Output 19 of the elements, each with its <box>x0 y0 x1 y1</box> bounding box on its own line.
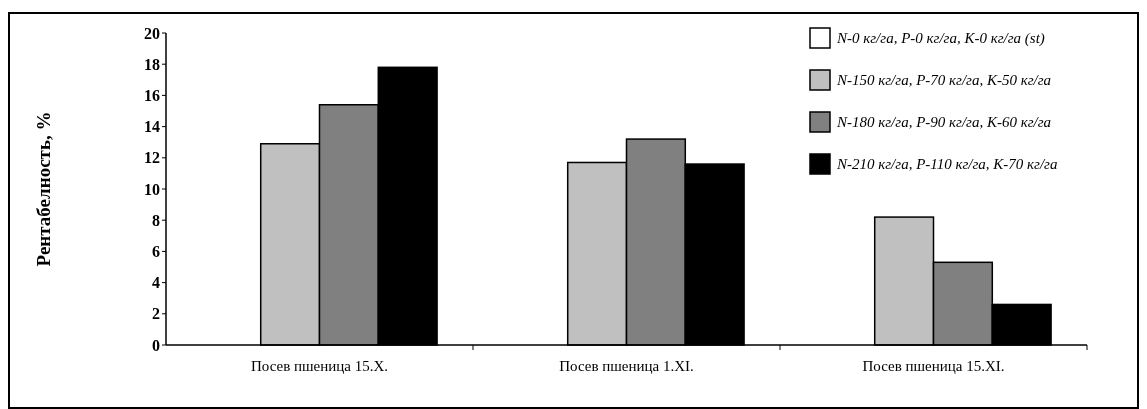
y-tick-label: 18 <box>144 55 160 73</box>
legend-label: N-180 кг/га, P-90 кг/га, K-60 кг/га <box>836 114 1052 130</box>
y-tick-label: 2 <box>152 305 160 323</box>
x-tick-label: Посев пшеница 15.XI. <box>862 358 1005 374</box>
y-tick-label: 10 <box>144 180 160 198</box>
y-tick-label: 16 <box>144 87 160 104</box>
y-axis-title: Рентабелность, % <box>33 111 54 267</box>
y-tick-label: 4 <box>152 274 160 292</box>
x-tick-label: Посев пшеница 1.XI. <box>559 358 694 374</box>
legend-label: N-150 кг/га, P-70 кг/га, K-50 кг/га <box>836 72 1052 88</box>
y-tick-label: 20 <box>144 24 160 42</box>
legend-label: N-210 кг/га, P-110 кг/га, K-70 кг/га <box>836 156 1058 172</box>
y-tick-label: 12 <box>144 149 160 167</box>
y-tick-label: 8 <box>152 211 160 229</box>
legend-label: N-0 кг/га, P-0 кг/га, K-0 кг/га (st) <box>836 30 1045 47</box>
y-tick-label: 0 <box>152 336 160 354</box>
y-tick-label: 6 <box>152 243 160 260</box>
y-tick-label: 14 <box>144 118 160 136</box>
x-tick-label: Посев пшеница 15.X. <box>250 358 389 374</box>
